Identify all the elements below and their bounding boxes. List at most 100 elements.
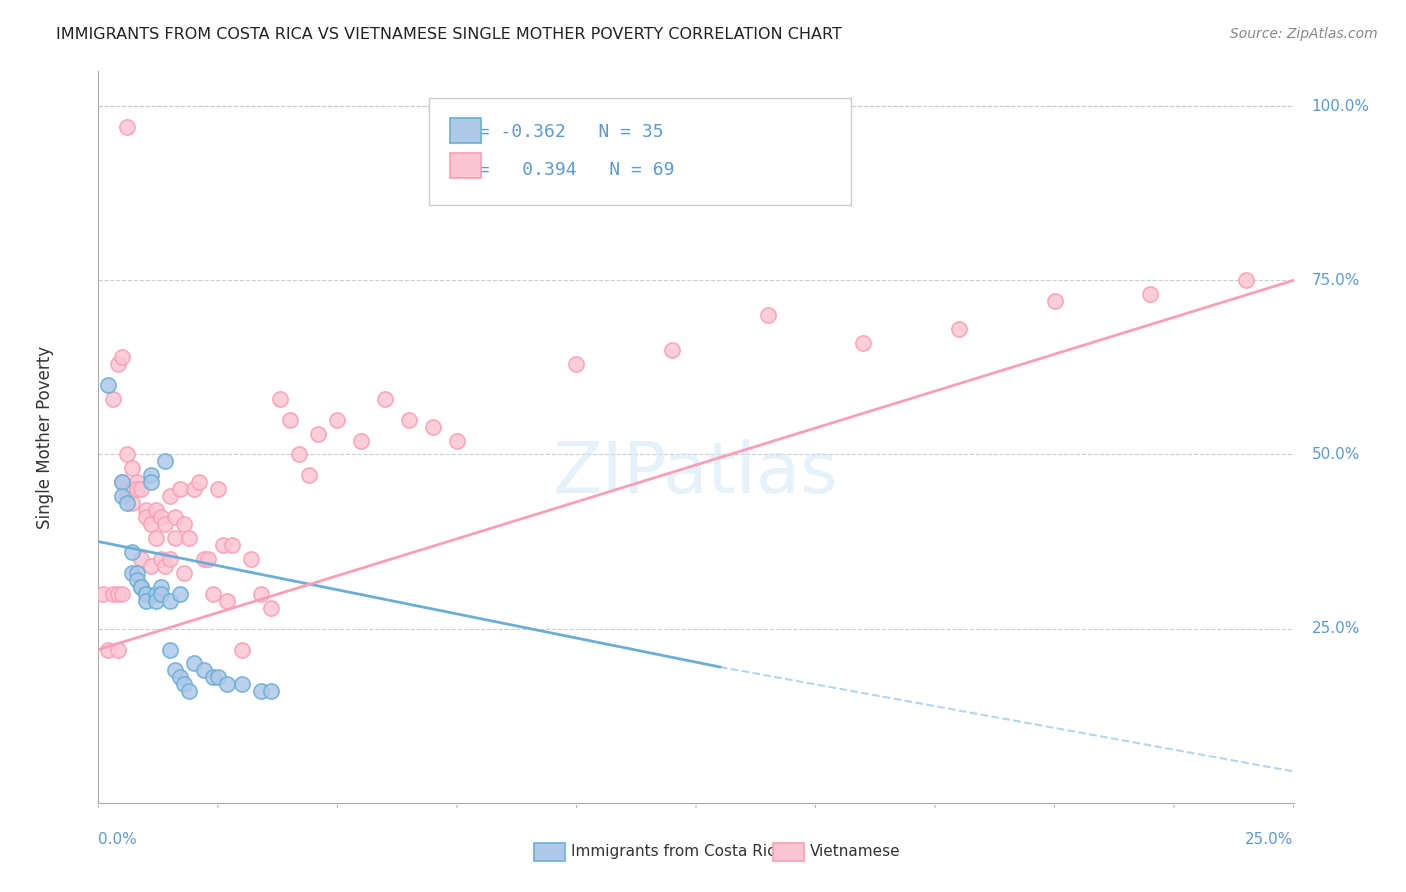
Point	[155, 517, 177, 532]
Point	[121, 545, 143, 559]
Point	[145, 503, 167, 517]
Point	[217, 594, 239, 608]
Text: Single Mother Poverty: Single Mother Poverty	[35, 345, 53, 529]
Point	[207, 483, 229, 497]
Point	[1234, 273, 1257, 287]
Point	[125, 475, 148, 490]
Point	[159, 489, 181, 503]
Text: Source: ZipAtlas.com: Source: ZipAtlas.com	[1230, 27, 1378, 41]
Point	[107, 642, 129, 657]
Point	[111, 587, 134, 601]
Point	[565, 357, 588, 371]
Point	[139, 517, 162, 532]
Point	[169, 587, 191, 601]
Point	[307, 426, 329, 441]
Point	[111, 475, 134, 490]
Point	[101, 392, 124, 406]
Point	[183, 657, 205, 671]
Point	[269, 392, 291, 406]
Point	[193, 664, 215, 678]
Text: R = -0.362   N = 35: R = -0.362 N = 35	[457, 123, 664, 141]
Text: 75.0%: 75.0%	[1312, 273, 1360, 288]
Point	[259, 600, 281, 615]
Point	[217, 677, 239, 691]
Point	[145, 587, 167, 601]
Point	[111, 489, 134, 503]
Point	[101, 587, 124, 601]
Point	[202, 670, 225, 684]
Point	[125, 573, 148, 587]
Point	[121, 483, 143, 497]
Point	[97, 642, 120, 657]
Point	[231, 677, 253, 691]
Point	[155, 454, 177, 468]
Point	[131, 483, 153, 497]
Point	[111, 475, 134, 490]
Point	[948, 322, 970, 336]
Point	[139, 475, 162, 490]
Point	[135, 510, 157, 524]
Point	[374, 392, 396, 406]
Point	[446, 434, 468, 448]
Point	[173, 517, 195, 532]
Point	[139, 558, 162, 573]
Point	[131, 580, 153, 594]
Point	[422, 419, 444, 434]
Point	[259, 684, 281, 698]
Text: ZIPatlas: ZIPatlas	[553, 439, 839, 508]
Point	[121, 566, 143, 580]
Point	[107, 587, 129, 601]
Point	[125, 483, 148, 497]
Point	[163, 531, 186, 545]
Point	[197, 552, 219, 566]
Point	[145, 594, 167, 608]
Point	[173, 566, 195, 580]
Point	[145, 531, 167, 545]
Point	[115, 120, 138, 134]
Point	[115, 489, 138, 503]
Point	[398, 412, 420, 426]
Point	[179, 684, 201, 698]
Point	[131, 552, 153, 566]
Point	[350, 434, 373, 448]
Point	[135, 587, 157, 601]
Point	[183, 483, 205, 497]
Point	[97, 377, 120, 392]
Point	[326, 412, 349, 426]
Text: R =   0.394   N = 69: R = 0.394 N = 69	[457, 161, 675, 178]
Point	[169, 483, 191, 497]
Point	[278, 412, 301, 426]
Point	[298, 468, 321, 483]
Point	[149, 552, 172, 566]
Point	[159, 642, 181, 657]
Point	[149, 510, 172, 524]
Point	[121, 496, 143, 510]
Point	[139, 468, 162, 483]
Text: Immigrants from Costa Rica: Immigrants from Costa Rica	[571, 845, 785, 859]
Point	[107, 357, 129, 371]
Text: 25.0%: 25.0%	[1246, 832, 1294, 847]
Point	[1139, 287, 1161, 301]
Text: Vietnamese: Vietnamese	[810, 845, 900, 859]
Text: 0.0%: 0.0%	[98, 832, 138, 847]
Point	[173, 677, 195, 691]
Point	[207, 670, 229, 684]
Point	[159, 552, 181, 566]
Point	[852, 336, 875, 351]
Point	[169, 670, 191, 684]
Point	[193, 552, 215, 566]
Point	[231, 642, 253, 657]
Point	[91, 587, 114, 601]
Point	[135, 503, 157, 517]
Point	[661, 343, 683, 357]
Point	[121, 461, 143, 475]
Point	[149, 587, 172, 601]
Point	[1043, 294, 1066, 309]
Text: 100.0%: 100.0%	[1312, 99, 1369, 113]
Point	[202, 587, 225, 601]
Point	[163, 664, 186, 678]
Point	[155, 558, 177, 573]
Point	[187, 475, 209, 490]
Point	[221, 538, 243, 552]
Point	[179, 531, 201, 545]
